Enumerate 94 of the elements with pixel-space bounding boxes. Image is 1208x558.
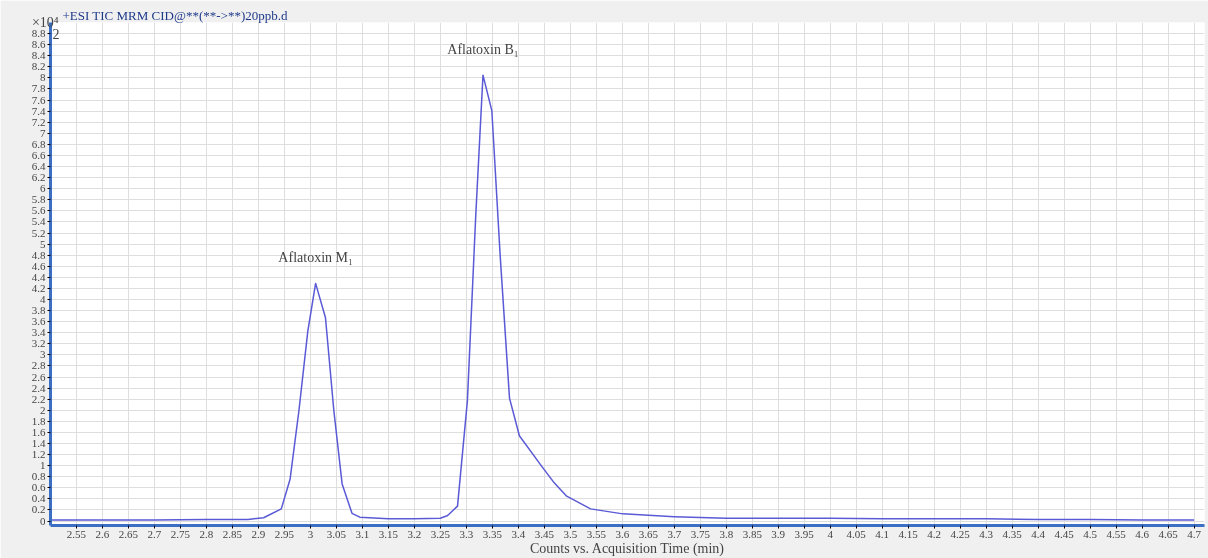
- x-tick-label: 4.5: [1083, 527, 1098, 540]
- x-tick-label: 2.85: [222, 527, 243, 540]
- y-tick-label: 4.8: [31, 248, 46, 261]
- y-tick-label: 0.8: [31, 470, 46, 483]
- y-tick-label: 7.4: [31, 104, 46, 117]
- x-tick-label: 4.4: [1031, 527, 1046, 540]
- y-tick-label: 5.6: [31, 204, 46, 217]
- x-tick-label: 4.65: [1158, 527, 1179, 540]
- y-tick-label: 1.8: [31, 414, 46, 427]
- y-tick-label: 5.4: [31, 215, 46, 228]
- x-tick-label: 3.8: [719, 527, 734, 540]
- line-series: [50, 74, 1195, 521]
- x-tick-label: 2.65: [118, 527, 139, 540]
- x-tick-label: 3.95: [794, 527, 815, 540]
- y-tick-label: 4.2: [31, 281, 46, 294]
- y-tick-label: 5.2: [31, 226, 46, 239]
- x-tick-label: 2.8: [199, 527, 214, 540]
- x-tick-label: 3.15: [378, 527, 399, 540]
- y-tick-label: 2.4: [31, 381, 46, 394]
- y-tick-label: 3.4: [31, 326, 46, 339]
- x-tick-label: 2.9: [251, 527, 266, 540]
- x-tick-label: 3.7: [667, 527, 682, 540]
- y-tick-label: 0.4: [31, 492, 46, 505]
- x-tick-label: 4.3: [979, 527, 994, 540]
- x-tick-label: 3.3: [459, 527, 474, 540]
- x-tick-label: 3.05: [326, 527, 347, 540]
- y-tick-label: 4.6: [31, 259, 46, 272]
- y-tick-label: 3.8: [31, 304, 46, 317]
- y-tick-label: 4: [40, 292, 46, 305]
- x-tick-label: 3.9: [771, 527, 786, 540]
- y-tick-label: 6: [40, 182, 46, 195]
- x-tick-label: 4.2: [927, 527, 942, 540]
- y-tick-label: 5.8: [31, 193, 46, 206]
- y-tick-label: 3.2: [31, 337, 46, 350]
- x-tick-label: 2.7: [147, 527, 162, 540]
- x-tick-label: 4.25: [950, 527, 971, 540]
- x-tick-label: 3.45: [534, 527, 555, 540]
- y-tick-label: 2.2: [31, 392, 46, 405]
- y-tick-label: 6.6: [31, 148, 46, 161]
- y-tick-label: 3: [40, 348, 46, 361]
- x-tick-label: 4.55: [1106, 527, 1127, 540]
- y-tick-label: 1.4: [31, 437, 46, 450]
- x-tick-label: 4.1: [875, 527, 890, 540]
- x-tick-label: 4.05: [846, 527, 867, 540]
- x-tick-label: 3.65: [638, 527, 659, 540]
- y-tick-label: 4.4: [31, 270, 46, 283]
- y-tick-label: 0.2: [31, 503, 46, 516]
- y-tick-label: 8.4: [31, 49, 46, 62]
- y-tick-label: 7.8: [31, 82, 46, 95]
- x-tick-label: 3.2: [407, 527, 422, 540]
- x-tick-label: 2.75: [170, 527, 191, 540]
- annotation: Aflatoxin B₁: [447, 42, 519, 58]
- y-tick-label: 6.2: [31, 171, 46, 184]
- y-tick-label: 3.6: [31, 315, 46, 328]
- x-tick-label: 3.35: [482, 527, 503, 540]
- y-tick-label: 1: [40, 459, 46, 472]
- x-tick-label: 4.35: [1002, 527, 1023, 540]
- y-tick-label: 8.6: [31, 38, 46, 51]
- y-tick-label: 2.8: [31, 359, 46, 372]
- x-axis-title: Counts vs. Acquisition Time (min): [529, 540, 725, 557]
- y-tick-label: 6.8: [31, 137, 46, 150]
- x-tick-label: 2.55: [66, 527, 87, 540]
- y-tick-label: 7: [40, 126, 46, 139]
- x-tick-label: 3.85: [742, 527, 763, 540]
- y-tick-label: 8.2: [31, 60, 46, 73]
- x-tick-label: 4.45: [1054, 527, 1075, 540]
- chart-title: +ESI TIC MRM CID@**(**->**)20ppb.d: [62, 7, 289, 23]
- y-tick-label: 7.6: [31, 93, 46, 106]
- x-tick-label: 4.15: [898, 527, 919, 540]
- annotation: Aflatoxin M₁: [278, 250, 353, 266]
- y-tick-label: 7.2: [31, 115, 46, 128]
- y-tick-label: 2.6: [31, 370, 46, 383]
- x-tick-label: 2.95: [274, 527, 295, 540]
- x-tick-label: 3.5: [563, 527, 578, 540]
- y-tick-label: 1.6: [31, 425, 46, 438]
- x-tick-label: 4.7: [1187, 527, 1202, 540]
- y-tick-label: 0: [40, 514, 46, 527]
- x-tick-label: 3.55: [586, 527, 607, 540]
- x-tick-label: 3.1: [355, 527, 370, 540]
- x-tick-label: 2.6: [95, 527, 110, 540]
- y-tick-label: 8: [40, 71, 46, 84]
- y-tick-label: 1.2: [31, 448, 46, 461]
- y-tick-label: 8.8: [31, 27, 46, 40]
- y-tick-label: 2: [40, 403, 46, 416]
- x-tick-label: 3.6: [615, 527, 630, 540]
- y-tick-label: 5: [40, 237, 46, 250]
- y-tick-label: 0.6: [31, 481, 46, 494]
- x-tick-label: 3: [307, 527, 314, 540]
- x-tick-label: 4.6: [1135, 527, 1150, 540]
- y-tick-label: 6.4: [31, 160, 46, 173]
- x-tick-label: 4: [827, 527, 834, 540]
- x-tick-label: 3.25: [430, 527, 451, 540]
- x-tick-label: 3.75: [690, 527, 711, 540]
- x-tick-label: 3.4: [511, 527, 526, 540]
